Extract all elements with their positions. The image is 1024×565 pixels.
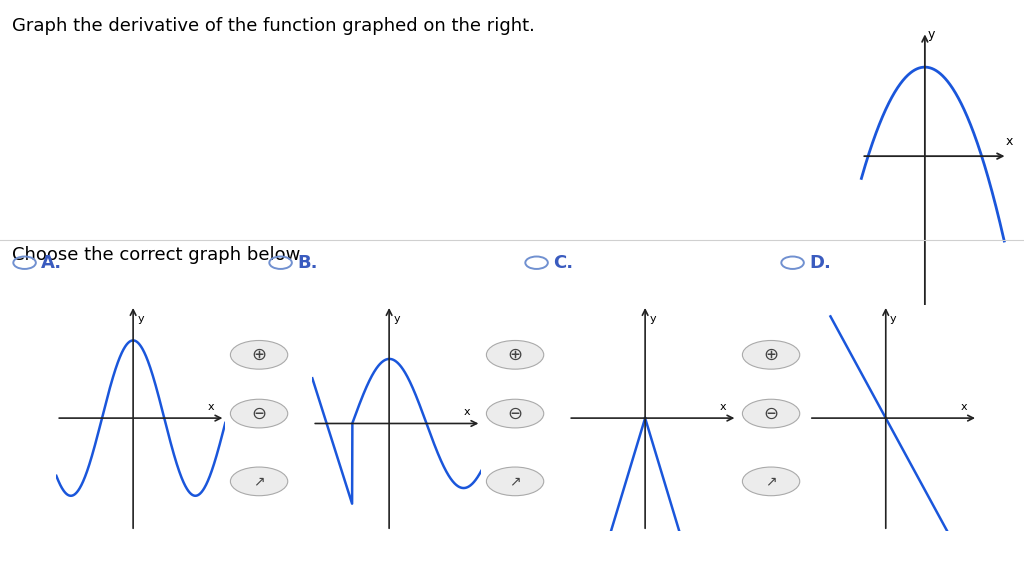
- Text: ⊖: ⊖: [508, 405, 522, 423]
- Text: Choose the correct graph below.: Choose the correct graph below.: [12, 246, 305, 264]
- Text: x: x: [1006, 134, 1013, 147]
- Text: y: y: [649, 314, 655, 324]
- Text: y: y: [137, 314, 143, 324]
- Text: ↗: ↗: [765, 475, 777, 488]
- Text: Graph the derivative of the function graphed on the right.: Graph the derivative of the function gra…: [12, 17, 536, 35]
- Text: ⊖: ⊖: [252, 405, 266, 423]
- Text: D.: D.: [809, 254, 830, 272]
- Text: B.: B.: [297, 254, 317, 272]
- Text: x: x: [208, 402, 215, 412]
- Text: x: x: [961, 402, 968, 412]
- Text: ⊕: ⊕: [508, 346, 522, 364]
- Text: x: x: [464, 407, 471, 416]
- Text: ⊕: ⊕: [764, 346, 778, 364]
- Text: x: x: [720, 402, 727, 412]
- Text: A.: A.: [41, 254, 62, 272]
- Text: y: y: [393, 314, 399, 324]
- Text: ⊕: ⊕: [252, 346, 266, 364]
- Text: ↗: ↗: [253, 475, 265, 488]
- Text: y: y: [890, 314, 896, 324]
- Text: C.: C.: [553, 254, 573, 272]
- Text: ↗: ↗: [509, 475, 521, 488]
- Text: ⊖: ⊖: [764, 405, 778, 423]
- Text: y: y: [928, 28, 936, 41]
